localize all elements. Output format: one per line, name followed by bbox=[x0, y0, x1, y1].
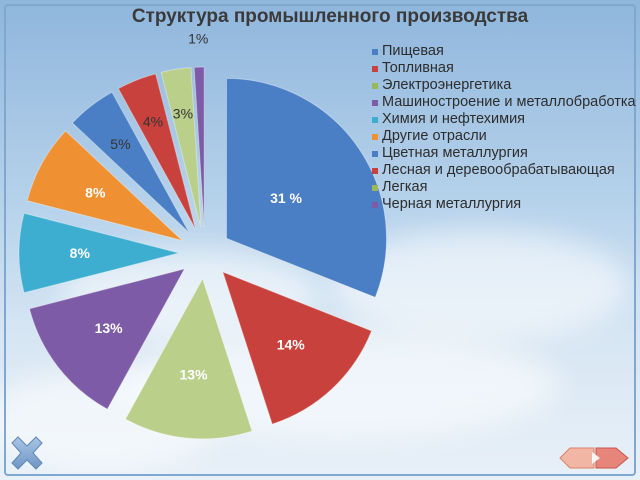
legend-label: Электроэнергетика bbox=[382, 77, 512, 93]
legend-label: Другие отрасли bbox=[382, 128, 487, 144]
legend-label: Цветная металлургия bbox=[382, 145, 528, 161]
pie-slice bbox=[117, 73, 196, 230]
pie-slice bbox=[193, 66, 205, 228]
legend-swatch bbox=[372, 83, 378, 89]
data-label: 13% bbox=[95, 320, 124, 336]
legend-item: Лесная и деревообрабатывающая bbox=[372, 162, 637, 179]
data-label: 8% bbox=[70, 245, 91, 261]
pie-slice bbox=[221, 271, 373, 425]
legend-swatch bbox=[372, 66, 378, 72]
navigation-arrows bbox=[559, 447, 629, 469]
data-label: 3% bbox=[173, 106, 193, 122]
legend-label: Легкая bbox=[382, 179, 428, 195]
pie-slice bbox=[124, 277, 253, 440]
data-label: 1% bbox=[188, 30, 208, 46]
pie-slice bbox=[71, 91, 190, 233]
legend-label: Машиностроение и металлобработка bbox=[382, 94, 636, 110]
arrow-left-icon[interactable] bbox=[559, 447, 595, 469]
arrow-right-icon[interactable] bbox=[595, 447, 629, 469]
pie-slice bbox=[26, 130, 183, 241]
chart-title: Структура промышленного производства bbox=[131, 6, 529, 27]
legend-item: Топливная bbox=[372, 60, 637, 77]
legend-swatch bbox=[372, 134, 378, 140]
legend-label: Топливная bbox=[382, 60, 454, 76]
pie-slice bbox=[18, 212, 180, 294]
data-label: 4% bbox=[143, 114, 163, 130]
legend-label: Пищевая bbox=[382, 43, 444, 59]
legend-swatch bbox=[372, 168, 378, 174]
data-label: 8% bbox=[85, 185, 106, 201]
data-label: 5% bbox=[110, 136, 130, 152]
legend-item: Цветная металлургия bbox=[372, 145, 637, 162]
close-x-icon[interactable] bbox=[8, 435, 46, 471]
legend-label: Химия и нефтехимия bbox=[382, 111, 526, 127]
chart-legend: Пищевая Топливная Электроэнергетика Машинос… bbox=[372, 43, 637, 213]
legend-label: Лесная и деревообрабатывающая bbox=[382, 162, 615, 178]
legend-item: Химия и нефтехимия bbox=[372, 111, 637, 128]
legend-item: Черная металлургия bbox=[372, 196, 637, 213]
legend-item: Электроэнергетика bbox=[372, 77, 637, 94]
legend-item: Пищевая bbox=[372, 43, 637, 60]
legend-swatch bbox=[372, 49, 378, 55]
legend-item: Другие отрасли bbox=[372, 128, 637, 145]
pie-slice bbox=[226, 77, 387, 298]
data-label: 31 % bbox=[270, 190, 302, 206]
legend-swatch bbox=[372, 185, 378, 191]
legend-item: Машиностроение и металлобработка bbox=[372, 94, 637, 111]
data-label: 14% bbox=[277, 336, 306, 352]
legend-label: Черная металлургия bbox=[382, 196, 522, 212]
legend-swatch bbox=[372, 202, 378, 208]
legend-swatch bbox=[372, 100, 378, 106]
pie-slice bbox=[28, 268, 186, 410]
data-label: 13% bbox=[180, 366, 209, 382]
pie-slice bbox=[160, 67, 202, 228]
legend-swatch bbox=[372, 151, 378, 157]
legend-item: Легкая bbox=[372, 179, 637, 196]
legend-swatch bbox=[372, 117, 378, 123]
